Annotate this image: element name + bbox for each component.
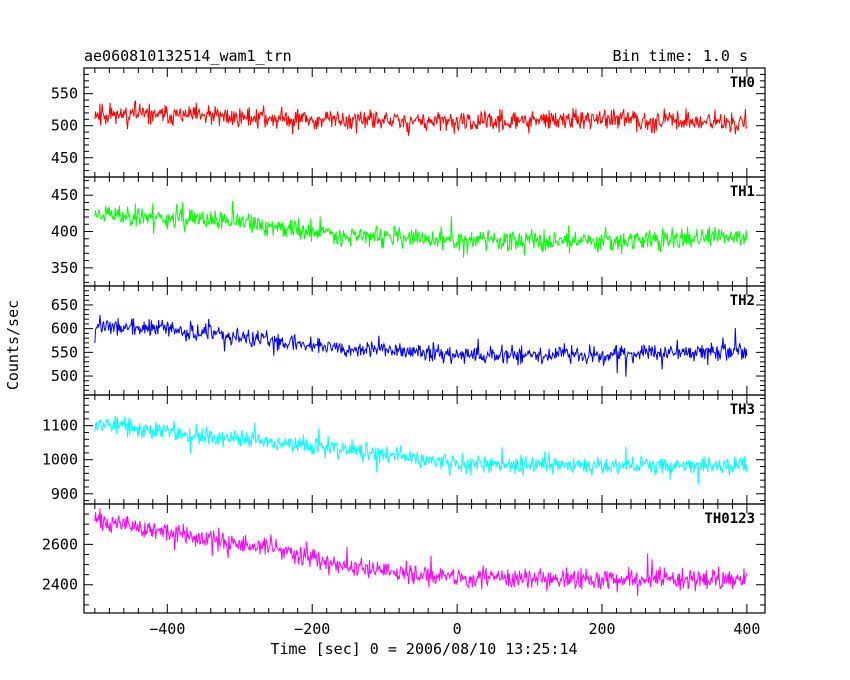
y-tick-label: 400 <box>51 223 78 241</box>
x-axis-title: Time [sec] 0 = 2006/08/10 13:25:14 <box>270 640 577 658</box>
figure-title: ae060810132514_wam1_trn <box>84 47 292 65</box>
y-tick-label: 900 <box>51 485 78 503</box>
panel-label-th0123: TH0123 <box>704 511 755 527</box>
series-line-th3 <box>94 415 748 485</box>
panel-frame-th3 <box>83 394 766 505</box>
panel-th0123: 2400 2600 TH0123 <box>42 503 766 614</box>
y-tick-label: 450 <box>51 149 78 167</box>
y-tick-label: 550 <box>51 343 78 361</box>
series-line-th0 <box>94 100 748 136</box>
y-tick-label: 2400 <box>42 576 78 594</box>
y-tick-label: 450 <box>51 186 78 204</box>
x-tick-label: 200 <box>588 620 615 638</box>
panel-label-th3: TH3 <box>730 402 755 418</box>
panel-th3: 900 1000 1100 TH3 <box>42 394 766 505</box>
series-line-th2 <box>94 314 748 377</box>
y-tick-label: 550 <box>51 85 78 103</box>
bin-time-label: Bin time: 1.0 s <box>613 47 748 65</box>
x-tick-label: 400 <box>733 620 760 638</box>
panel-label-th0: TH0 <box>730 75 755 91</box>
y-tick-label: 650 <box>51 296 78 314</box>
panel-frame-th0123 <box>83 503 766 614</box>
y-tick-label: 1100 <box>42 417 78 435</box>
y-tick-label: 500 <box>51 117 78 135</box>
y-tick-label: 500 <box>51 367 78 385</box>
panel-label-th2: TH2 <box>730 293 755 309</box>
panel-th1: 350 400 450 TH1 <box>51 176 766 287</box>
y-tick-label: 350 <box>51 259 78 277</box>
x-tick-label: 0 <box>453 620 462 638</box>
panel-th0: 450 500 550 TH0 <box>51 67 766 178</box>
series-line-th1 <box>94 201 748 258</box>
panel-th2: 500 550 600 650 TH2 <box>51 285 766 396</box>
x-tick-label: −200 <box>294 620 330 638</box>
y-tick-label: 600 <box>51 320 78 338</box>
y-tick-label: 1000 <box>42 451 78 469</box>
panel-stack: 450 500 550 TH0 350 400 450 TH1 500 550 600 650 TH2 9… <box>42 67 766 638</box>
x-tick-label: −400 <box>149 620 185 638</box>
y-tick-label: 2600 <box>42 535 78 553</box>
y-axis-title: Counts/sec <box>4 300 22 390</box>
series-line-th0123 <box>94 508 748 596</box>
panel-label-th1: TH1 <box>730 184 755 200</box>
